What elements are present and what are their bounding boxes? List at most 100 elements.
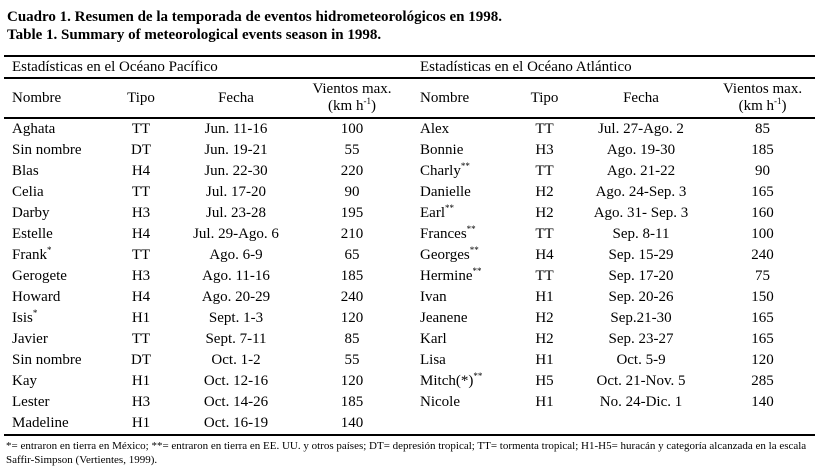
event-name: Frank* [12, 245, 52, 264]
event-date: Ago. 6-9 [209, 247, 263, 263]
event-wind: 55 [344, 352, 360, 368]
event-type [517, 413, 573, 436]
event-wind: 165 [751, 310, 774, 326]
event-date: Sept. 1-3 [208, 310, 264, 326]
event-type: H1 [112, 413, 170, 436]
event-type: H1 [131, 373, 151, 389]
event-type: TT [535, 121, 554, 137]
event-name: Sin nombre [12, 352, 82, 368]
event-type: H4 [131, 163, 151, 179]
event-wind: 85 [344, 331, 360, 347]
event-wind: 120 [340, 310, 364, 326]
column-header-row: Nombre Tipo Fecha Vientos max. (km h-1) N… [4, 78, 816, 119]
event-type: DT [131, 352, 151, 368]
table-row: Sin nombre DT Oct. 1-2 55 Lisa H1 Oct. 5-9 120 [4, 350, 815, 371]
event-date: Jul. 27-Ago. 2 [598, 121, 684, 137]
table-caption-english: Table 1. Summary of meteorological event… [7, 27, 382, 43]
section-header-row: Estadísticas en el Océano Pacífico Estad… [4, 55, 816, 79]
event-name: Hermine** [420, 266, 482, 285]
event-type: H3 [535, 142, 554, 158]
event-wind: 160 [751, 205, 774, 221]
event-date: Ago. 19-30 [606, 142, 676, 158]
event-type: H3 [131, 394, 151, 410]
event-date: Ago. 21-22 [606, 163, 676, 179]
event-wind: 165 [751, 184, 774, 200]
event-type: H1 [535, 394, 554, 410]
table-row: Lester H3 Oct. 14-26 185 Nicole H1 No. 24-Dic.… [4, 392, 815, 413]
event-date: Oct. 21-Nov. 5 [596, 373, 686, 389]
event-date: Sep. 15-29 [608, 247, 674, 263]
event-date: Jun. 11-16 [204, 121, 268, 137]
event-wind: 165 [751, 331, 774, 347]
event-wind: 220 [340, 163, 364, 179]
events-table: Estadísticas en el Océano Pacífico Estad… [4, 55, 816, 436]
event-name: Earl** [420, 203, 454, 222]
event-wind: 100 [751, 226, 774, 242]
event-date [572, 413, 711, 436]
landfall-marker: * [47, 245, 52, 255]
event-wind: 85 [755, 121, 771, 137]
event-type: H2 [535, 310, 554, 326]
table-row: Howard H4 Ago. 20-29 240 Ivan H1 Sep. 20-26 150 [4, 287, 815, 308]
event-name: Kay [12, 373, 37, 389]
event-name: Ivan [420, 289, 447, 305]
table-row: Frank* TT Ago. 6-9 65 Georges** H4 Sep. 15-29 2… [4, 245, 815, 266]
event-name: Mitch(*)** [420, 371, 483, 390]
event-type: H2 [535, 184, 554, 200]
event-type: H5 [535, 373, 554, 389]
table-caption-spanish: Cuadro 1. Resumen de la temporada de eve… [7, 9, 502, 25]
column-header-date-atlantic: Fecha [572, 78, 711, 119]
event-name: Darby [12, 205, 50, 221]
events-table-body: Aghata TT Jun. 11-16 100 Alex TT Jul. 27-Ago. … [4, 118, 816, 436]
event-type: H1 [131, 310, 151, 326]
table-caption: Cuadro 1. Resumen de la temporada de eve… [0, 0, 819, 44]
table-row: Kay H1 Oct. 12-16 120 Mitch(*)** H5 Oct. 21-No… [4, 371, 815, 392]
event-date: Ago. 31- Sep. 3 [593, 205, 689, 221]
landfall-marker: ** [472, 266, 482, 276]
event-wind: 240 [340, 289, 364, 305]
column-header-date-pacific: Fecha [170, 78, 302, 119]
event-name: Isis* [12, 308, 38, 327]
event-type: TT [535, 163, 554, 179]
event-date: Sept. 7-11 [205, 331, 267, 347]
event-wind: 55 [344, 142, 360, 158]
event-type: H1 [535, 289, 554, 305]
event-name: Madeline [4, 413, 112, 436]
event-date: Oct. 1-2 [211, 352, 261, 368]
event-wind [710, 413, 816, 436]
event-wind: 75 [755, 268, 771, 284]
event-name: Frances** [420, 224, 476, 243]
event-type: TT [131, 247, 151, 263]
footnote: *= entraron en tierra en México; **= ent… [6, 440, 807, 466]
event-name: Alex [420, 121, 450, 137]
event-type: TT [131, 121, 151, 137]
event-type: TT [131, 331, 151, 347]
event-name: Celia [12, 184, 44, 200]
event-wind: 100 [340, 121, 364, 137]
event-wind: 90 [344, 184, 360, 200]
event-name: Estelle [12, 226, 53, 242]
event-date: Ago. 20-29 [201, 289, 271, 305]
table-row: Madeline H1 Oct. 16-19 140 [4, 413, 816, 436]
table-row: Aghata TT Jun. 11-16 100 Alex TT Jul. 27-Ago. … [4, 118, 815, 140]
table-row: Darby H3 Jul. 23-28 195 Earl** H2 Ago. 31- Sep… [4, 203, 815, 224]
landfall-marker: ** [469, 245, 479, 255]
event-name [402, 413, 518, 436]
event-wind: 90 [755, 163, 771, 179]
table-row: Javier TT Sept. 7-11 85 Karl H2 Sep. 23-27 165 [4, 329, 815, 350]
column-header-type-pacific: Tipo [112, 78, 170, 119]
event-wind: 140 [751, 394, 774, 410]
table-row: Blas H4 Jun. 22-30 220 Charly** TT Ago. 21-22 9… [4, 161, 815, 182]
event-name: Bonnie [420, 142, 464, 158]
event-date: Oct. 12-16 [203, 373, 269, 389]
event-name: Javier [12, 331, 48, 347]
event-name: Howard [12, 289, 61, 305]
event-wind: 240 [751, 247, 774, 263]
event-name: Sin nombre [12, 142, 82, 158]
landfall-marker: ** [466, 224, 476, 234]
event-date: Oct. 14-26 [203, 394, 269, 410]
event-wind: 195 [340, 205, 364, 221]
column-header-type-atlantic: Tipo [517, 78, 573, 119]
event-name: Danielle [420, 184, 471, 200]
event-wind: 150 [751, 289, 774, 305]
